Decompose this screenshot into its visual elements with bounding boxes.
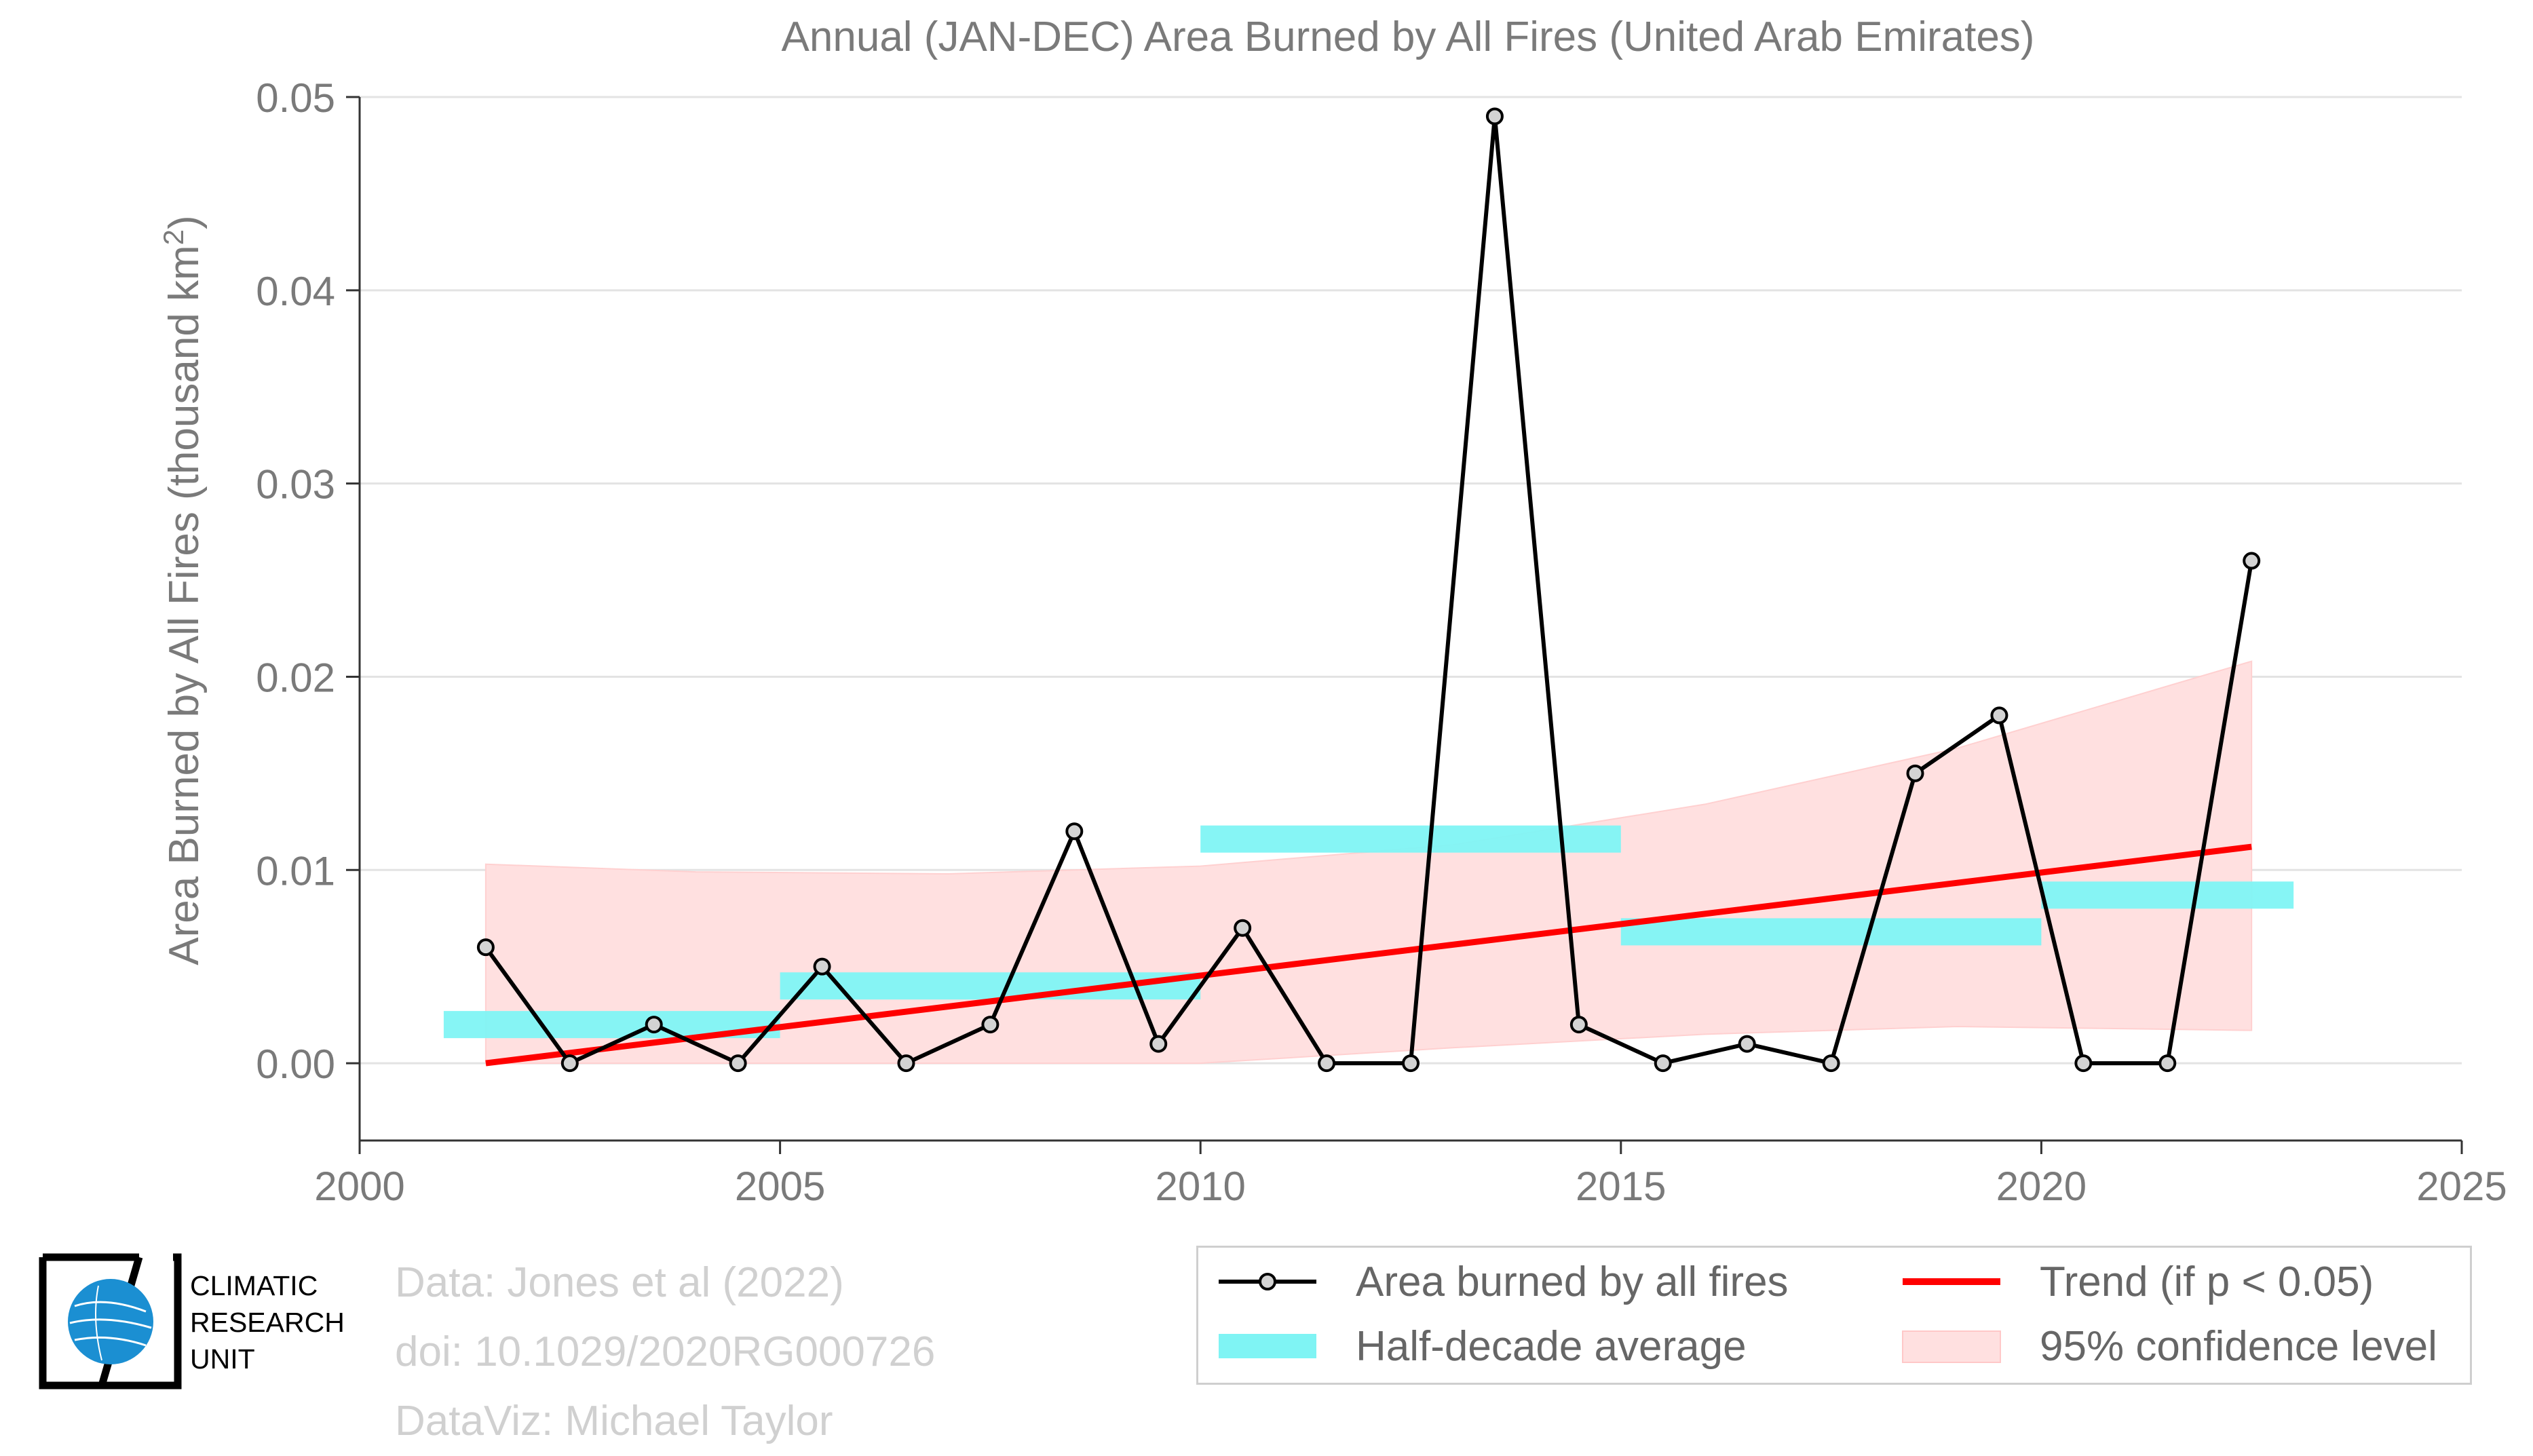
legend-item-area-burned: Area burned by all fires <box>1213 1254 1789 1309</box>
data-point <box>1738 1035 1756 1053</box>
data-point <box>813 957 831 976</box>
legend-label-area-burned: Area burned by all fires <box>1356 1258 1789 1305</box>
y-tick-label: 0.00 <box>256 1041 335 1087</box>
data-point <box>2243 552 2261 570</box>
data-point <box>1822 1054 1840 1073</box>
confidence-band <box>484 660 2253 1065</box>
cru-logo-text: CLIMATIC RESEARCH UNIT <box>190 1267 345 1377</box>
x-tick-label: 2020 <box>1996 1164 2087 1209</box>
area-burned-line <box>484 114 2254 1066</box>
data-point <box>560 1054 579 1073</box>
y-tick-label: 0.02 <box>256 655 335 700</box>
half-decade-bar <box>1200 825 1621 853</box>
x-tick-label: 2000 <box>314 1164 404 1209</box>
trend-line <box>485 843 2252 1067</box>
trend-layer <box>485 843 2252 1067</box>
data-point <box>476 938 495 957</box>
x-tick-label: 2005 <box>735 1164 825 1209</box>
data-point <box>1654 1054 1672 1073</box>
credits: Data: Jones et al (2022) doi: 10.1029/20… <box>395 1248 935 1456</box>
x-tick-label: 2015 <box>1576 1164 1666 1209</box>
y-tick-label: 0.05 <box>256 75 335 121</box>
data-point <box>1485 107 1504 126</box>
data-point <box>1569 1016 1588 1034</box>
half-decade-bar <box>2041 881 2294 909</box>
legend-label-confidence: 95% confidence level <box>2040 1322 2437 1370</box>
half-decade-bar <box>1620 918 2042 946</box>
axes: 0.00 0.01 0.02 0.03 0.04 0.05 2000 2005 2010 2015… <box>256 75 2507 1209</box>
logo-text-line3: UNIT <box>190 1343 255 1375</box>
legend-swatch-line <box>1213 1254 1322 1309</box>
y-tick-label: 0.04 <box>256 269 335 314</box>
legend-item-half-decade: Half-decade average <box>1213 1319 1747 1373</box>
data-point <box>897 1054 915 1073</box>
credit-data-source: Data: Jones et al (2022) <box>395 1259 844 1306</box>
data-point <box>1402 1054 1420 1073</box>
data-point <box>2158 1054 2177 1073</box>
legend: Area burned by all fires Half-decade ave… <box>1196 1246 2472 1385</box>
x-tick-label: 2025 <box>2416 1164 2507 1209</box>
chart: 0.00 0.01 0.02 0.03 0.04 0.05 2000 2005 2010 2015… <box>157 14 2507 1209</box>
data-point <box>729 1054 747 1073</box>
data-point <box>645 1016 663 1034</box>
data-point <box>1990 706 2008 725</box>
y-axis-label: Area Burned by All Fires (thousand km2) <box>157 215 208 965</box>
confidence-band-layer <box>484 660 2253 1065</box>
area-burned-line-layer <box>476 107 2261 1073</box>
credit-doi: doi: 10.1029/2020RG000726 <box>395 1328 936 1375</box>
legend-swatch-confidence <box>1897 1319 2006 1373</box>
data-point <box>1318 1054 1336 1073</box>
data-point <box>981 1016 999 1034</box>
data-point <box>2074 1054 2093 1073</box>
credit-dataviz: DataViz: Michael Taylor <box>395 1398 833 1444</box>
chart-title: Annual (JAN-DEC) Area Burned by All Fire… <box>782 14 2035 60</box>
x-tick-label: 2010 <box>1155 1164 1245 1209</box>
legend-item-trend: Trend (if p < 0.05) <box>1897 1254 2374 1309</box>
data-point <box>1065 822 1084 841</box>
legend-item-confidence: 95% confidence level <box>1897 1319 2437 1373</box>
data-point <box>1234 919 1252 937</box>
logo-text-line1: CLIMATIC <box>190 1270 318 1301</box>
legend-swatch-trend <box>1897 1254 2006 1309</box>
legend-label-half-decade: Half-decade average <box>1356 1322 1747 1370</box>
data-point <box>1906 764 1924 782</box>
logo-text-line2: RESEARCH <box>190 1307 345 1338</box>
legend-swatch-half-decade <box>1213 1319 1322 1373</box>
y-tick-label: 0.01 <box>256 848 335 894</box>
legend-label-trend: Trend (if p < 0.05) <box>2040 1258 2374 1305</box>
data-point <box>1149 1035 1168 1053</box>
y-tick-label: 0.03 <box>256 462 335 507</box>
cru-logo <box>37 1252 183 1391</box>
